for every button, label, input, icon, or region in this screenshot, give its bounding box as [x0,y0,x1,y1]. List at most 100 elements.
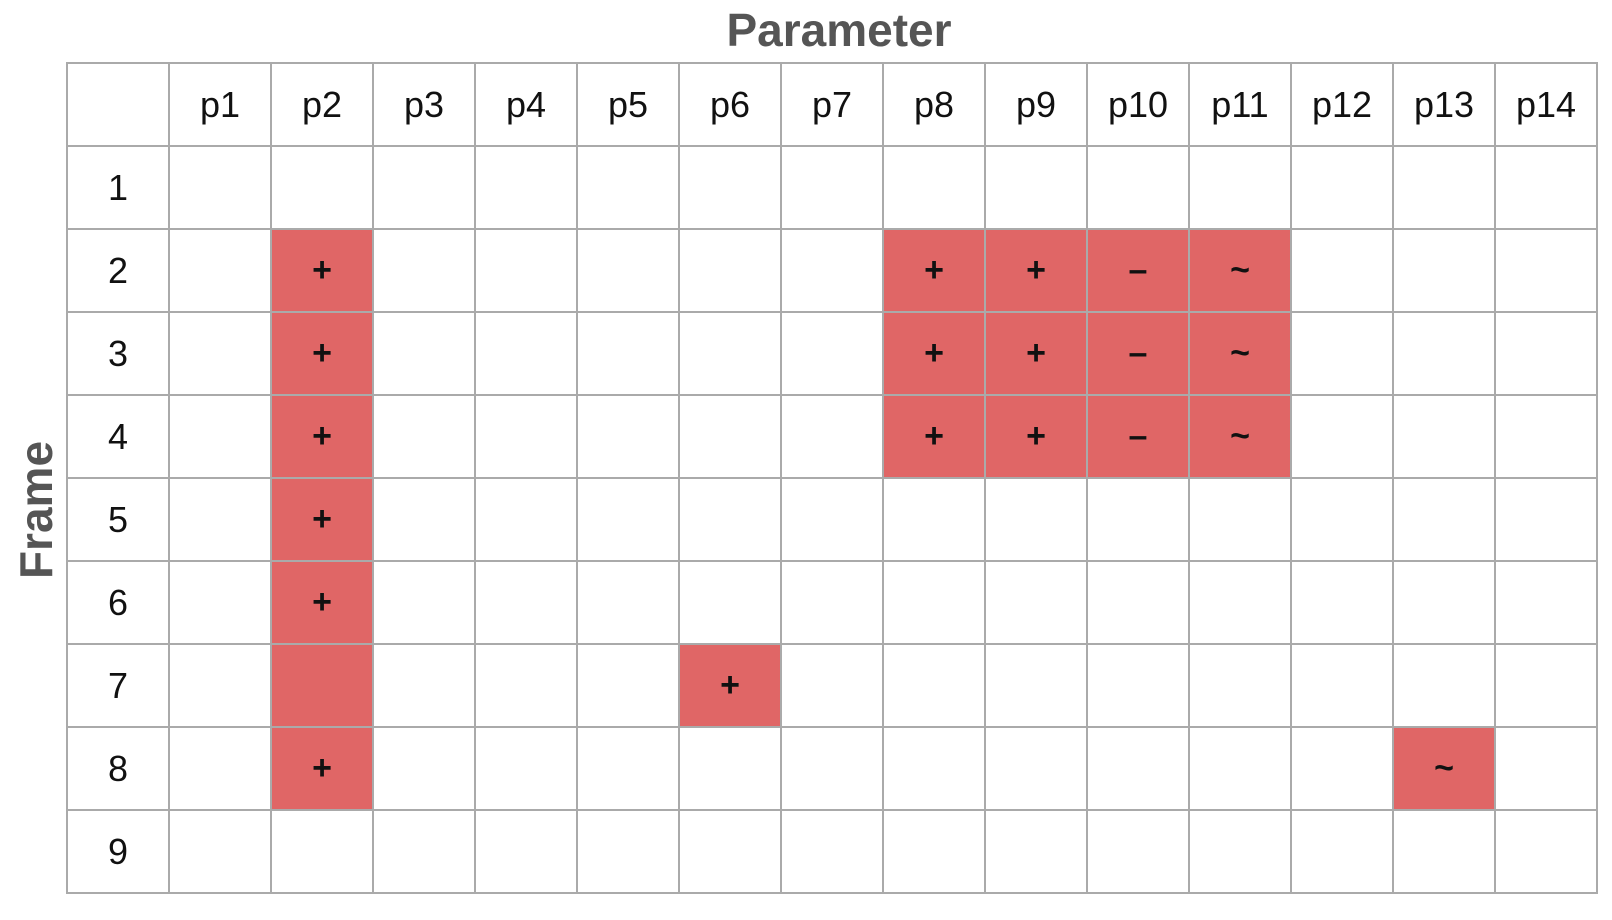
highlighted-cell: + [270,477,374,562]
grid-cell [576,477,680,562]
column-header: p9 [984,62,1088,147]
table-row: 9 [66,809,1598,894]
grid-cell [882,145,986,230]
column-header: p12 [1290,62,1394,147]
grid-cell [1392,394,1496,479]
grid-cell [168,228,272,313]
grid-cell [168,311,272,396]
grid-cell [984,643,1088,728]
grid-cell [984,726,1088,811]
grid-cell [1086,145,1190,230]
grid-cell [678,560,782,645]
grid-cell [1188,560,1292,645]
grid-cell [678,228,782,313]
grid-cell [576,560,680,645]
column-header: p4 [474,62,578,147]
grid-cell [780,311,884,396]
grid-cell [576,809,680,894]
grid-cell [882,726,986,811]
table-row: 6 + [66,560,1598,645]
grid-cell [474,477,578,562]
grid-cell [474,643,578,728]
column-header: p10 [1086,62,1190,147]
column-header: p7 [780,62,884,147]
grid-cell [168,809,272,894]
highlighted-cell: ~ [1188,394,1292,479]
grid-cell [372,228,476,313]
grid-cell [1290,643,1394,728]
highlighted-cell: ~ [1188,311,1292,396]
grid-cell [372,394,476,479]
grid-cell [984,477,1088,562]
grid-cell [1086,560,1190,645]
column-header: p13 [1392,62,1496,147]
grid-cell [882,643,986,728]
grid-cell [168,145,272,230]
grid-cell [372,809,476,894]
row-header: 1 [66,145,170,230]
grid-cell [1188,643,1292,728]
highlighted-cell: + [678,643,782,728]
grid-cell [984,809,1088,894]
grid-cell [780,560,884,645]
grid-cell [678,809,782,894]
grid-cell [1290,145,1394,230]
grid-cell [576,228,680,313]
highlighted-cell: ~ [1392,726,1496,811]
grid-cell [372,726,476,811]
grid-cell [780,643,884,728]
grid-cell [1494,228,1598,313]
grid-cell [882,477,986,562]
table-row: 7 + [66,643,1598,728]
grid-cell [1188,477,1292,562]
table-row: 8 + ~ [66,726,1598,811]
grid-cell [270,145,374,230]
highlighted-cell: + [984,228,1088,313]
grid-cell [474,560,578,645]
column-header: p1 [168,62,272,147]
grid-cell [1494,643,1598,728]
row-header: 2 [66,228,170,313]
column-header: p5 [576,62,680,147]
table-row: 5 + [66,477,1598,562]
grid-cell [1188,809,1292,894]
grid-cell [1086,726,1190,811]
header-row: p1 p2 p3 p4 p5 p6 p7 p8 p9 p10 p11 p12 p13 p14 [66,62,1598,147]
grid-cell [372,145,476,230]
grid-cell [1290,560,1394,645]
grid-cell [576,394,680,479]
grid-cell [372,560,476,645]
column-header: p8 [882,62,986,147]
grid-cell [1494,477,1598,562]
column-header: p2 [270,62,374,147]
grid-cell [1290,477,1394,562]
corner-cell [66,62,170,147]
grid-cell [1392,809,1496,894]
grid-cell [576,726,680,811]
grid-cell [474,394,578,479]
grid-cell [1290,726,1394,811]
grid-cell [984,560,1088,645]
grid-cell [168,394,272,479]
grid-cell [984,145,1088,230]
grid-cell [576,145,680,230]
column-axis-title: Parameter [726,4,952,56]
grid-cell [1086,809,1190,894]
table-row: 1 [66,145,1598,230]
grid-cell [1392,560,1496,645]
highlighted-cell [270,643,374,728]
grid-cell [372,643,476,728]
grid-cell [1290,228,1394,313]
grid-cell [474,726,578,811]
grid-cell [678,145,782,230]
highlighted-cell: + [270,726,374,811]
grid-cell [1290,394,1394,479]
highlighted-cell: + [270,560,374,645]
column-header: p6 [678,62,782,147]
grid-cell [1086,477,1190,562]
highlighted-cell: – [1086,311,1190,396]
grid-cell [780,809,884,894]
highlighted-cell: + [882,394,986,479]
grid-cell [1290,311,1394,396]
grid-cell [474,311,578,396]
